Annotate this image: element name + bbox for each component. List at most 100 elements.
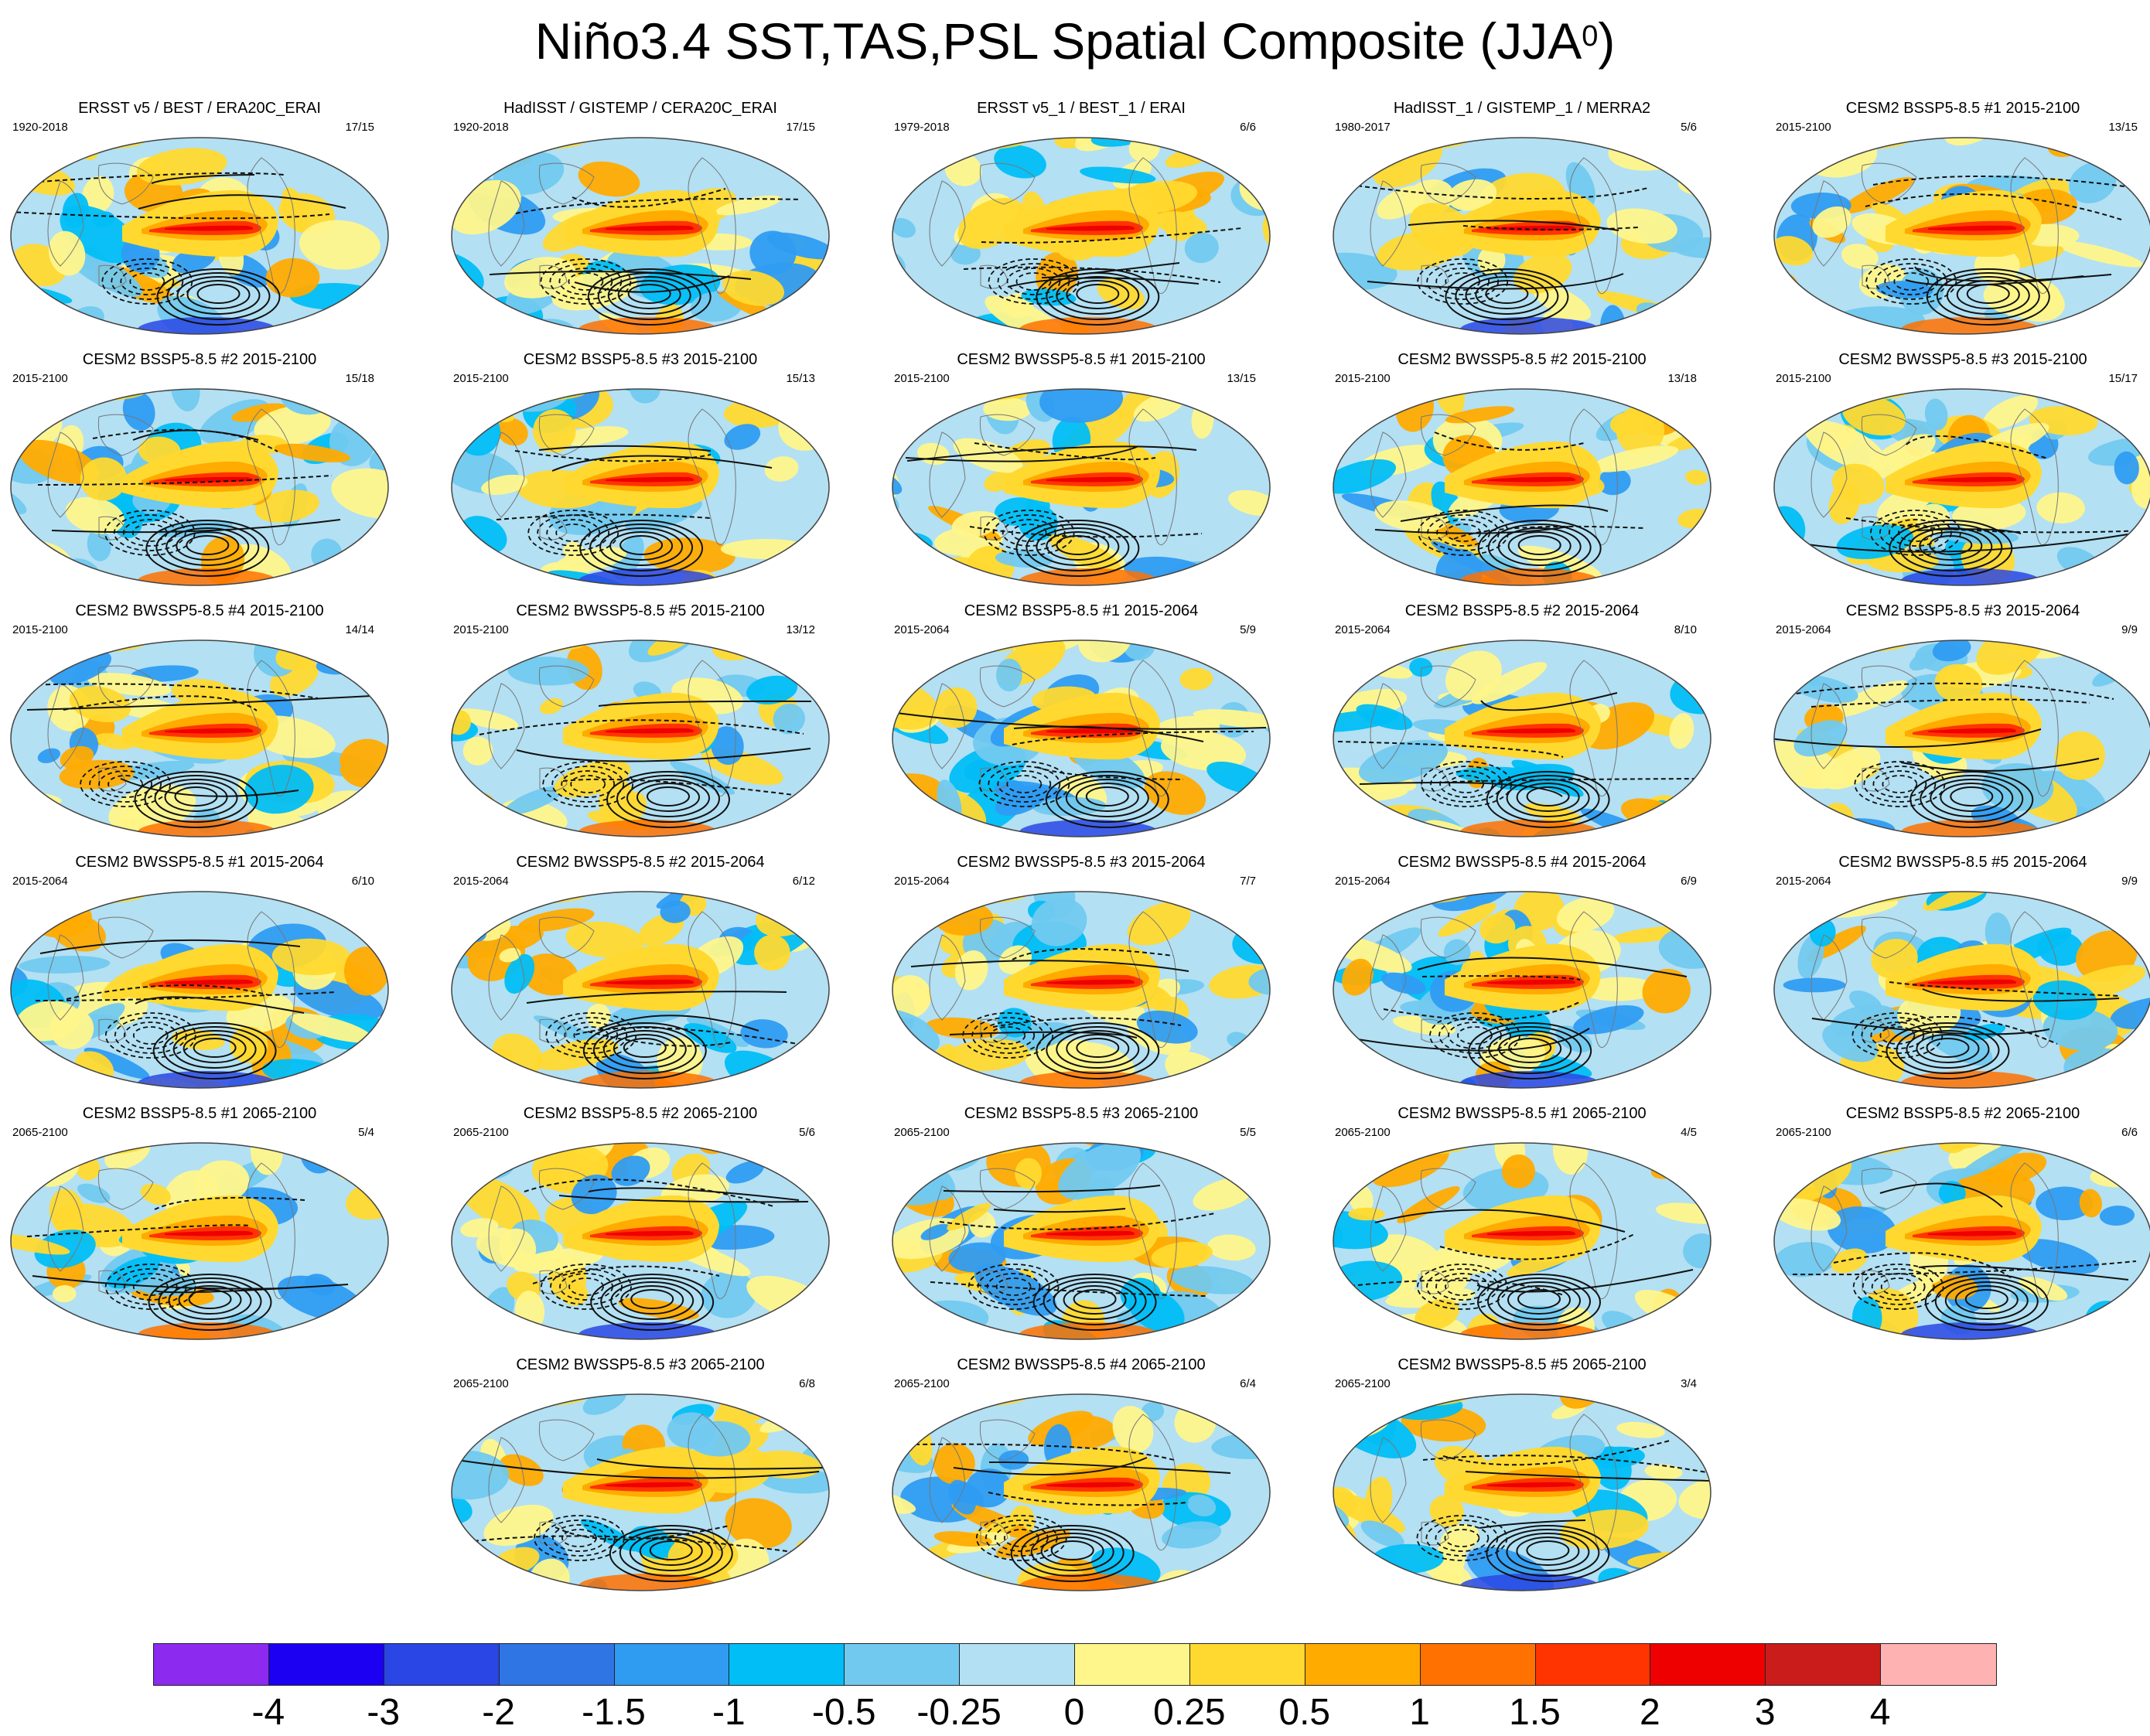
panel-event-count: 17/15 <box>786 121 815 134</box>
panel-event-count: 9/9 <box>2121 623 2138 636</box>
map-panel: CESM2 BWSSP5-8.5 #3 2065-2100 2065-2100 6/… <box>447 1356 834 1594</box>
world-map-plot <box>1333 137 1711 335</box>
map-panel: CESM2 BWSSP5-8.5 #5 2015-2064 2015-2064 9/… <box>1769 853 2150 1091</box>
panel-period: 2015-2100 <box>12 623 68 636</box>
world-map-plot <box>1773 388 2150 586</box>
colorbar-box <box>1304 1643 1421 1686</box>
panel-period: 2015-2100 <box>1776 372 1831 385</box>
map-panel: CESM2 BSSP5-8.5 #2 2065-2100 2065-2100 5/6 <box>447 1104 834 1342</box>
panel-event-count: 6/10 <box>351 875 374 888</box>
panel-period: 2015-2064 <box>894 875 950 888</box>
page-title: Niño3.4 SST,TAS,PSL Spatial Composite (J… <box>0 6 2150 76</box>
world-map-plot <box>10 639 389 837</box>
colorbar-box <box>1419 1643 1536 1686</box>
world-map-plot <box>1333 1393 1711 1591</box>
colorbar-tick-label: 3 <box>1754 1692 1776 1733</box>
panel-title: CESM2 BWSSP5-8.5 #5 2065-2100 <box>1398 1356 1647 1373</box>
colorbar-box <box>1074 1643 1191 1686</box>
colorbar-box <box>844 1643 961 1686</box>
panel-title: CESM2 BWSSP5-8.5 #4 2015-2064 <box>1398 854 1647 871</box>
map-panel: CESM2 BSSP5-8.5 #1 2065-2100 2065-2100 5/4 <box>6 1104 393 1342</box>
page-title-text: Niño3.4 SST,TAS,PSL Spatial Composite (J… <box>534 12 1582 70</box>
map-panel: ERSST v5 / BEST / ERA20C_ERAI 1920-2018 17… <box>6 99 393 337</box>
map-panel: CESM2 BWSSP5-8.5 #2 2015-2064 2015-2064 6/… <box>447 853 834 1091</box>
panel-event-count: 6/6 <box>2121 1126 2138 1139</box>
map-panel: CESM2 BWSSP5-8.5 #5 2015-2100 2015-2100 13… <box>447 602 834 840</box>
colorbar-tick-label: 2 <box>1640 1692 1660 1733</box>
map-panel: CESM2 BWSSP5-8.5 #1 2015-2064 2015-2064 6/… <box>6 853 393 1091</box>
colorbar-tick-label: -0.25 <box>916 1692 1002 1733</box>
panel-title: CESM2 BSSP5-8.5 #3 2015-2064 <box>1845 602 2080 619</box>
world-map-plot <box>892 639 1271 837</box>
panel-event-count: 5/4 <box>358 1126 374 1139</box>
panel-event-count: 13/15 <box>1227 372 1256 385</box>
colorbar-tick-label: -3 <box>367 1692 401 1733</box>
panel-event-count: 14/14 <box>345 623 374 636</box>
panel-period: 2015-2100 <box>1776 121 1831 134</box>
colorbar <box>153 1643 1997 1686</box>
world-map-plot <box>1333 1142 1711 1340</box>
map-panel: ERSST v5_1 / BEST_1 / ERAI 1979-2018 6/6 <box>888 99 1275 337</box>
panel-event-count: 6/8 <box>799 1377 815 1390</box>
panel-title: CESM2 BWSSP5-8.5 #2 2015-2100 <box>1398 351 1647 368</box>
map-panel: CESM2 BWSSP5-8.5 #4 2065-2100 2065-2100 6/… <box>888 1356 1275 1594</box>
panel-period: 2065-2100 <box>894 1126 950 1139</box>
colorbar-box <box>959 1643 1076 1686</box>
colorbar-box <box>1880 1643 1997 1686</box>
world-map-plot <box>1773 891 2150 1089</box>
world-map-plot <box>451 1393 830 1591</box>
panel-period: 2015-2100 <box>1335 372 1391 385</box>
panel-title: CESM2 BSSP5-8.5 #2 2065-2100 <box>1845 1105 2080 1122</box>
colorbar-tick-label: 0.25 <box>1153 1692 1226 1733</box>
panel-title: HadISST / GISTEMP / CERA20C_ERAI <box>503 100 777 117</box>
panel-title: CESM2 BWSSP5-8.5 #1 2065-2100 <box>1398 1105 1647 1122</box>
panel-title: CESM2 BSSP5-8.5 #3 2015-2100 <box>523 351 758 368</box>
map-panel: CESM2 BSSP5-8.5 #1 2015-2100 2015-2100 13/… <box>1769 99 2150 337</box>
colorbar-tick-label: 0.5 <box>1278 1692 1331 1733</box>
panel-event-count: 6/9 <box>1681 875 1697 888</box>
colorbar-box <box>498 1643 615 1686</box>
panel-event-count: 15/18 <box>345 372 374 385</box>
panel-event-count: 8/10 <box>1674 623 1697 636</box>
panel-title: CESM2 BSSP5-8.5 #2 2065-2100 <box>523 1105 758 1122</box>
panel-event-count: 6/12 <box>792 875 815 888</box>
panel-period: 2015-2064 <box>894 623 950 636</box>
colorbar-tick-label: -1 <box>712 1692 746 1733</box>
colorbar-tick-label: -0.5 <box>811 1692 876 1733</box>
panel-period: 1920-2018 <box>12 121 68 134</box>
panel-title: CESM2 BSSP5-8.5 #1 2015-2064 <box>964 602 1199 619</box>
panel-period: 1980-2017 <box>1335 121 1391 134</box>
panel-title: CESM2 BWSSP5-8.5 #5 2015-2064 <box>1838 854 2087 871</box>
world-map-plot <box>451 891 830 1089</box>
panel-title: CESM2 BSSP5-8.5 #2 2015-2064 <box>1404 602 1640 619</box>
map-panel: CESM2 BWSSP5-8.5 #1 2015-2100 2015-2100 13… <box>888 350 1275 588</box>
colorbar-tick-label: -2 <box>482 1692 515 1733</box>
panel-title: ERSST v5 / BEST / ERA20C_ERAI <box>78 100 321 117</box>
map-panel: CESM2 BSSP5-8.5 #2 2065-2100 2065-2100 6/6 <box>1769 1104 2150 1342</box>
panel-period: 2015-2064 <box>1776 875 1831 888</box>
map-panel: CESM2 BWSSP5-8.5 #1 2065-2100 2065-2100 4/… <box>1329 1104 1715 1342</box>
panel-event-count: 5/6 <box>799 1126 815 1139</box>
panel-period: 2065-2100 <box>453 1377 509 1390</box>
panel-period: 2065-2100 <box>1335 1126 1391 1139</box>
world-map-plot <box>451 137 830 335</box>
colorbar-box <box>1650 1643 1766 1686</box>
panel-event-count: 4/5 <box>1681 1126 1697 1139</box>
page-title-superscript: 0 <box>1582 20 1599 53</box>
world-map-plot <box>1333 388 1711 586</box>
colorbar-tick-label: 4 <box>1869 1692 1891 1733</box>
map-panel: HadISST / GISTEMP / CERA20C_ERAI 1920-201… <box>447 99 834 337</box>
panel-event-count: 6/6 <box>1240 121 1256 134</box>
panel-event-count: 13/15 <box>2108 121 2138 134</box>
panel-event-count: 13/18 <box>1667 372 1697 385</box>
panel-event-count: 5/5 <box>1240 1126 1256 1139</box>
panel-event-count: 17/15 <box>345 121 374 134</box>
page-title-close: ) <box>1598 12 1616 70</box>
world-map-plot <box>451 639 830 837</box>
panel-period: 2015-2100 <box>453 372 509 385</box>
world-map-plot <box>10 1142 389 1340</box>
map-panel: CESM2 BSSP5-8.5 #1 2015-2064 2015-2064 5/9 <box>888 602 1275 840</box>
panel-title: CESM2 BWSSP5-8.5 #5 2015-2100 <box>516 602 765 619</box>
panel-period: 2065-2100 <box>894 1377 950 1390</box>
world-map-plot <box>892 891 1271 1089</box>
